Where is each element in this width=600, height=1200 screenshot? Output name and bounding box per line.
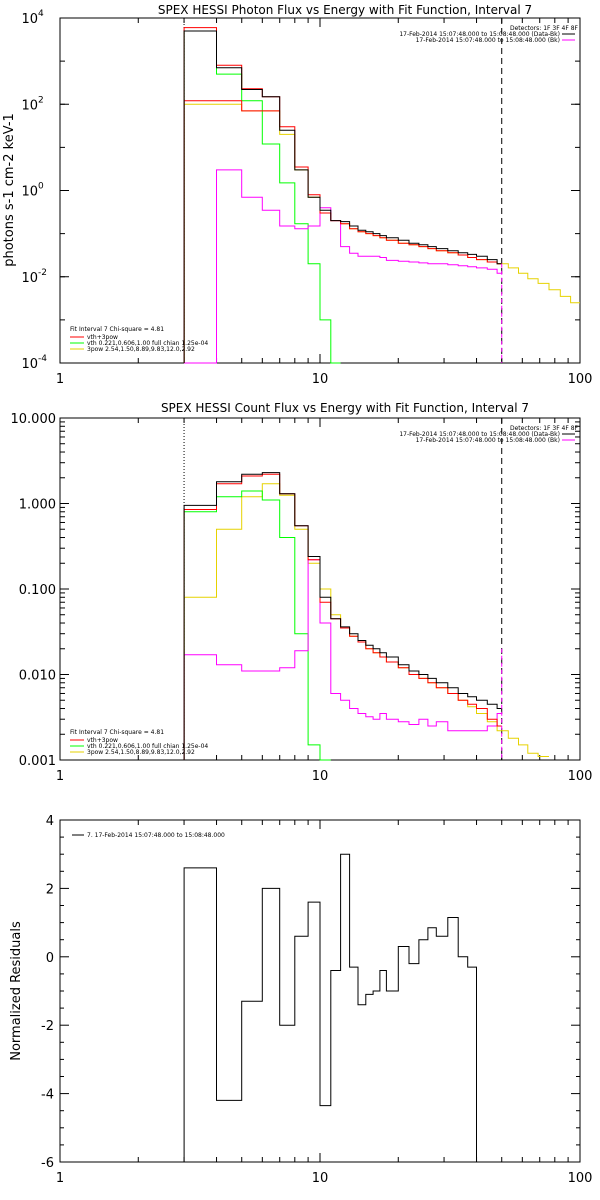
count-ytick-label: 1.000 [19,498,56,513]
residuals-ylabel: Normalized Residuals [9,921,24,1061]
photon-series-total [183,27,502,363]
residuals-series-data [183,853,477,1162]
residuals-ytick-label: 2 [46,882,54,897]
count-legend-left-1: vth 0.221,0.606,1.00 full chian 1.25e-04 [87,743,208,750]
count-legend-right-1: 17-Feb-2014 15:07:48.000 to 15:08:48.000… [399,431,560,438]
photon-legend-left-2: 3pow 2.54,1.50,8.89,9.83,12.0,2.92 [87,346,195,353]
photon-series-powerlaw [183,103,580,363]
photon-xtick-label: 100 [568,372,593,387]
count-series-thermal [183,490,331,761]
photon-legend-left-1: vth 0.221,0.606,1.00 full chian 1.25e-04 [87,340,208,347]
residuals-ytick-label: -2 [41,1019,54,1034]
photon-xtick-label: 10 [312,372,329,387]
residuals-panel: 1 10 100 -6 -4 -2 0 2 4 7. 17-Feb-2014 15:07:48.… [9,814,592,1186]
photon-legend-right-1: 17-Feb-2014 15:07:48.000 to 15:08:48.000… [399,31,560,38]
photon-series-total [183,100,280,363]
photon-legend-right-0: Detectors: 1F 3F 4F 8F [510,25,579,32]
count-xtick-label: 1 [56,769,64,784]
count-series-total [183,473,502,760]
count-xtick-label: 100 [568,769,593,784]
count-xtick-label: 10 [312,769,329,784]
count-flux-panel: SPEX HESSI Count Flux vs Energy with Fit… [11,401,593,784]
residuals-ytick-label: -4 [41,1088,54,1103]
count-legend-right-2: 17-Feb-2014 15:07:48.000 to 15:08:48.000… [416,437,560,444]
photon-ytick-label: 10 [21,271,38,286]
count-series-data [183,472,502,760]
photon-legend-right-2: 17-Feb-2014 15:07:48.000 to 15:08:48.000… [416,37,560,44]
count-ytick-label: 0.010 [19,669,56,684]
photon-ytick-label: 10 [21,12,38,27]
count-flux-title: SPEX HESSI Count Flux vs Energy with Fit… [161,401,529,415]
photon-flux-ylabel: photons s-1 cm-2 keV-1 [2,113,17,267]
photon-ytick-exponent: 0 [38,182,44,192]
photon-legend-left-0: vth+3pow [87,334,118,341]
photon-ytick-exponent: -4 [38,354,47,364]
photon-ytick-exponent: 2 [38,95,44,105]
residuals-xtick-label: 1 [56,1171,64,1186]
photon-ytick-label: 10 [21,98,38,113]
photon-flux-panel: SPEX HESSI Photon Flux vs Energy with Fi… [2,3,592,387]
count-legend-right-0: Detectors: 1F 3F 4F 8F [510,425,579,432]
photon-ytick-exponent: 4 [38,9,44,19]
photon-series-bk [184,169,502,364]
photon-flux-title: SPEX HESSI Photon Flux vs Energy with Fi… [158,3,532,17]
residuals-ytick-label: 0 [46,951,54,966]
residuals-legend: 7. 17-Feb-2014 15:07:48.000 to 15:08:48.… [87,832,225,839]
photon-ytick-label: 10 [21,185,38,200]
count-legend-left-header: Fit Interval 7 Chi-square = 4.81 [70,729,164,736]
count-ytick-label: 0.100 [19,583,56,598]
photon-xtick-label: 1 [56,372,64,387]
photon-ytick-exponent: -2 [38,268,47,278]
photon-legend-left-header: Fit Interval 7 Chi-square = 4.81 [70,326,164,333]
photon-ytick-label: 10 [21,357,38,372]
photon-series-data [183,30,502,363]
count-legend-left-0: vth+3pow [87,737,118,744]
count-series-powerlaw [183,483,549,760]
photon-series-thermal [183,30,341,364]
count-series-bk [183,559,502,760]
count-ytick-label: 0.001 [19,754,56,769]
count-ytick-label: 10.000 [11,412,57,427]
count-legend-left-2: 3pow 2.54,1.50,8.89,9.83,12.0,2.92 [87,749,195,756]
residuals-ytick-label: -6 [41,1156,54,1171]
residuals-xtick-label: 100 [568,1171,593,1186]
residuals-ytick-label: 4 [46,814,54,829]
residuals-xtick-label: 10 [312,1171,329,1186]
